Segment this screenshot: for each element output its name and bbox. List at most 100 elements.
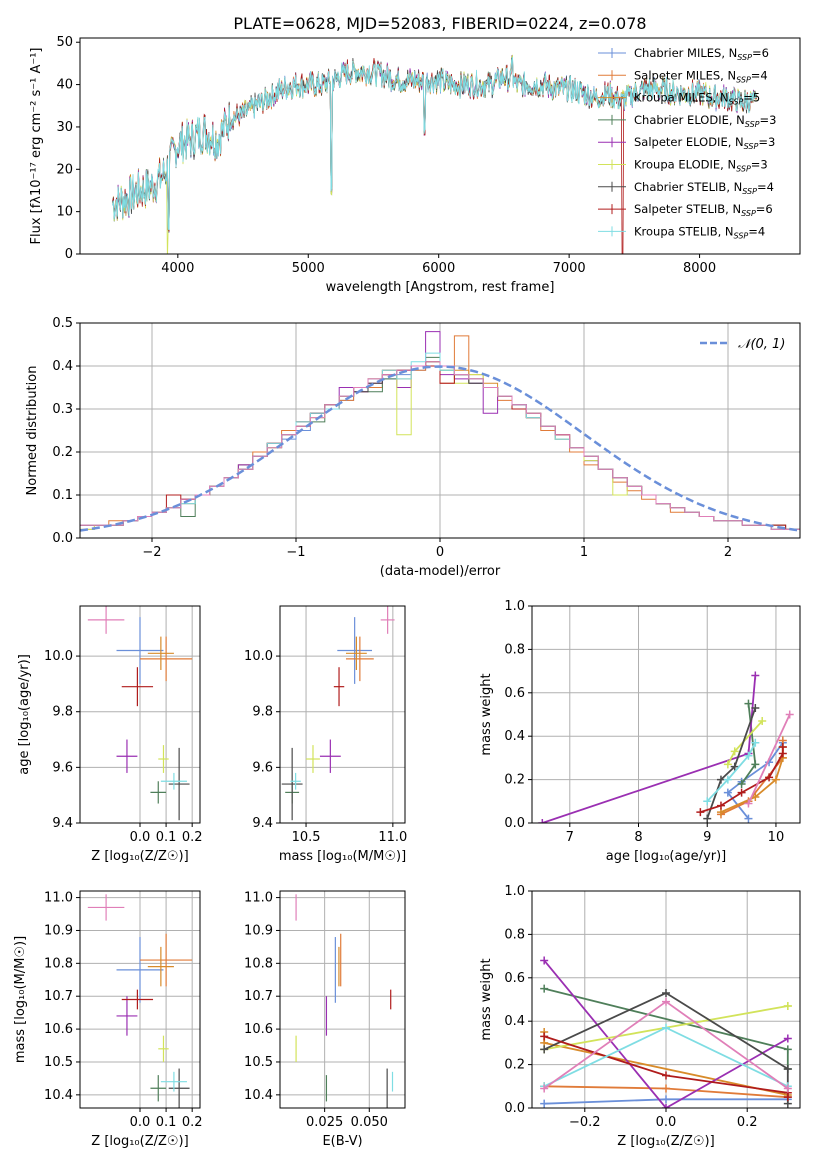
weight-marker	[540, 956, 549, 965]
error-bar-point	[306, 745, 320, 773]
error-bar-point	[87, 894, 125, 921]
gaussian-curve	[80, 365, 800, 532]
y-tick-label: 0.4	[52, 359, 73, 374]
x-axis-label: mass [log₁₀(M/M☉)]	[279, 849, 406, 864]
panels: 4000 5000 6000 7000 800001020304050wavelengt…	[13, 35, 801, 1149]
y-tick-label: 0.8	[504, 927, 525, 942]
weight-marker	[785, 710, 794, 719]
y-tick-label: 0.2	[52, 445, 73, 460]
x-tick-label: 5000	[292, 261, 325, 276]
x-axis-label: age [log₁₀(age/yr)]	[606, 849, 727, 864]
error-bar-point	[160, 1071, 187, 1092]
axes-frame	[79, 890, 201, 1109]
weight-marker	[662, 1084, 670, 1093]
legend-label: Salpeter STELIB, NSSP=6	[634, 202, 773, 218]
error-bar-point	[158, 1035, 169, 1062]
x-axis-label: E(B-V)	[322, 1134, 362, 1149]
x-tick-label: 10.5	[292, 830, 321, 845]
y-tick-label: 0	[65, 247, 73, 262]
y-tick-label: 10.0	[244, 649, 273, 664]
weight-marker	[540, 1084, 549, 1093]
y-tick-label: 1.0	[504, 599, 525, 614]
weight-line	[706, 742, 757, 802]
weight-marker	[662, 1023, 670, 1032]
y-tick-label: 0.2	[504, 773, 525, 788]
weight-marker	[540, 984, 549, 993]
y-tick-label: 10.7	[244, 989, 273, 1004]
axes-frame	[531, 890, 801, 1109]
y-axis-label: mass weight	[479, 958, 494, 1040]
x-tick-label: 0.1	[156, 830, 177, 845]
x-tick-label: 7	[566, 830, 574, 845]
y-tick-label: 10.0	[44, 649, 73, 664]
error-bar-point	[168, 747, 190, 821]
weight-marker	[758, 717, 767, 726]
y-tick-label: 20	[56, 162, 73, 177]
error-bar-point	[281, 747, 303, 821]
y-tick-label: 0.0	[52, 531, 73, 546]
x-tick-label: 0.050	[351, 1115, 388, 1130]
x-axis-label: wavelength [Angstrom, rest frame]	[326, 280, 555, 295]
y-tick-label: 0.6	[504, 971, 525, 986]
error-bar-point	[290, 772, 301, 790]
legend-entry: Chabrier STELIB, NSSP=4	[598, 180, 774, 196]
y-tick-label: 10.9	[44, 923, 73, 938]
error-bar-point	[168, 1068, 190, 1108]
error-bar-point	[158, 745, 169, 773]
legend-label: Chabrier ELODIE, NSSP=3	[634, 113, 776, 129]
panel-residuals: −2 −1 0 1 2 0.0 0.1 0.2 0.3 0.4 0.5 (data-model)/er…	[25, 316, 801, 579]
plot-area-age-vs-Z	[87, 606, 193, 821]
axes-frame	[79, 37, 801, 255]
weight-marker	[783, 1045, 792, 1054]
x-tick-label: 0	[436, 545, 444, 560]
error-bar-point	[380, 606, 395, 634]
x-tick-label: 10	[768, 830, 785, 845]
error-bar-point	[150, 781, 167, 804]
weight-marker	[744, 699, 753, 708]
weight-marker	[744, 814, 753, 823]
panel-mass-vs-ebv: 0.025 0.050 10.4 10.5 10.6 10.7 10.8 10.9 11.0 E(…	[244, 890, 406, 1149]
y-tick-label: 0.8	[504, 642, 525, 657]
weight-marker	[771, 775, 780, 784]
x-tick-label: 7000	[553, 261, 586, 276]
y-tick-label: 11.0	[44, 891, 73, 906]
legend-entry: Chabrier MILES, NSSP=6	[598, 46, 769, 62]
legend-label: Kroupa STELIB, NSSP=4	[634, 224, 765, 240]
axes-frame	[279, 890, 406, 1109]
y-tick-label: 10.6	[244, 1022, 273, 1037]
y-tick-label: 10.8	[44, 956, 73, 971]
y-tick-label: 9.6	[252, 760, 273, 775]
y-tick-label: 9.8	[52, 705, 73, 720]
weight-marker	[723, 788, 732, 797]
y-tick-label: 10.8	[244, 956, 273, 971]
y-tick-label: 10.5	[44, 1055, 73, 1070]
y-tick-label: 9.4	[252, 816, 273, 831]
legend-label: Salpeter ELODIE, NSSP=3	[634, 135, 775, 151]
plot-area-mass-vs-ebv	[295, 894, 394, 1108]
x-axis-label: Z [log₁₀(Z/Z☉)]	[91, 849, 188, 864]
x-tick-label: −2	[142, 545, 161, 560]
x-tick-label: 0.0	[656, 1115, 677, 1130]
y-tick-label: 10.6	[44, 1022, 73, 1037]
weight-marker	[751, 703, 760, 712]
y-tick-label: 1.0	[504, 884, 525, 899]
weight-marker	[662, 988, 670, 997]
weight-marker	[744, 799, 753, 808]
legend-entry: Salpeter ELODIE, NSSP=3	[598, 135, 775, 151]
legend-entry: Kroupa ELODIE, NSSP=3	[598, 158, 768, 174]
error-bar-point	[150, 1075, 167, 1102]
error-bar-point	[345, 636, 367, 670]
legend-label: Kroupa MILES, NSSP=5	[634, 91, 760, 107]
error-bar-point	[121, 667, 154, 707]
y-axis-label: mass [log₁₀(M/M☉)]	[13, 936, 28, 1063]
weight-marker	[703, 797, 712, 806]
y-tick-label: 10.4	[44, 1088, 73, 1103]
x-tick-label: 2	[724, 545, 732, 560]
x-tick-label: 0.1	[156, 1115, 177, 1130]
x-axis-label: Z [log₁₀(Z/Z☉)]	[91, 1134, 188, 1149]
weight-line	[543, 959, 789, 1108]
x-tick-label: 0.2	[182, 830, 203, 845]
x-tick-label: 1	[580, 545, 588, 560]
legend-label: 𝒩(0, 1)	[738, 337, 785, 352]
weight-marker	[783, 1084, 792, 1093]
